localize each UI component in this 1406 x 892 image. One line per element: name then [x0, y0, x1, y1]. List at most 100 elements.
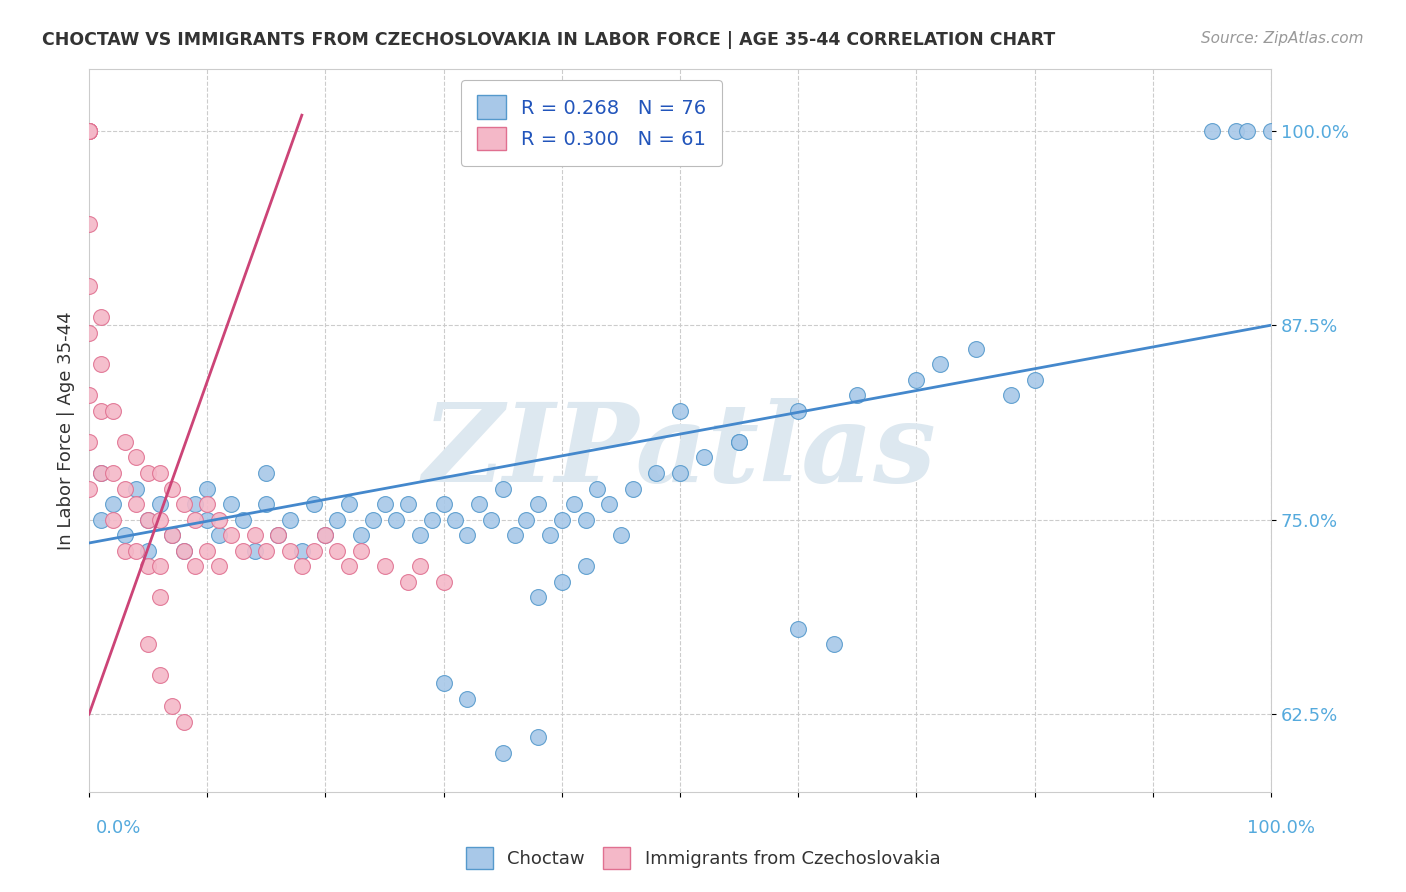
Point	[350, 528, 373, 542]
Point	[195, 543, 218, 558]
Point	[503, 528, 526, 542]
Point	[254, 543, 277, 558]
Point	[468, 497, 491, 511]
Point	[433, 497, 456, 511]
Point	[385, 513, 408, 527]
Point	[90, 466, 112, 480]
Point	[551, 513, 574, 527]
Point	[787, 403, 810, 417]
Point	[149, 591, 172, 605]
Point	[173, 543, 195, 558]
Point	[184, 513, 207, 527]
Point	[515, 513, 537, 527]
Point	[160, 528, 183, 542]
Point	[846, 388, 869, 402]
Point	[267, 528, 290, 542]
Point	[823, 637, 845, 651]
Point	[136, 466, 159, 480]
Point	[787, 622, 810, 636]
Point	[396, 574, 419, 589]
Point	[77, 124, 100, 138]
Point	[302, 543, 325, 558]
Point	[149, 466, 172, 480]
Point	[77, 124, 100, 138]
Point	[136, 543, 159, 558]
Y-axis label: In Labor Force | Age 35-44: In Labor Force | Age 35-44	[58, 311, 75, 549]
Point	[254, 497, 277, 511]
Point	[267, 528, 290, 542]
Point	[77, 326, 100, 340]
Point	[350, 543, 373, 558]
Point	[77, 124, 100, 138]
Point	[456, 528, 478, 542]
Point	[136, 513, 159, 527]
Point	[114, 482, 136, 496]
Point	[208, 513, 231, 527]
Point	[527, 497, 550, 511]
Point	[456, 691, 478, 706]
Point	[232, 513, 254, 527]
Point	[77, 279, 100, 293]
Point	[1225, 124, 1247, 138]
Point	[586, 482, 609, 496]
Point	[492, 746, 515, 760]
Point	[621, 482, 644, 496]
Point	[90, 357, 112, 371]
Text: 0.0%: 0.0%	[96, 819, 141, 837]
Point	[337, 497, 360, 511]
Point	[173, 714, 195, 729]
Point	[905, 373, 928, 387]
Point	[114, 434, 136, 449]
Point	[125, 482, 148, 496]
Point	[433, 676, 456, 690]
Point	[728, 434, 751, 449]
Point	[1201, 124, 1223, 138]
Point	[101, 497, 124, 511]
Point	[562, 497, 585, 511]
Point	[101, 403, 124, 417]
Point	[195, 482, 218, 496]
Point	[195, 513, 218, 527]
Point	[645, 466, 668, 480]
Point	[243, 528, 266, 542]
Point	[1236, 124, 1258, 138]
Point	[125, 450, 148, 465]
Point	[243, 543, 266, 558]
Point	[929, 357, 952, 371]
Point	[291, 559, 314, 574]
Point	[728, 434, 751, 449]
Point	[173, 497, 195, 511]
Point	[337, 559, 360, 574]
Point	[409, 528, 432, 542]
Point	[409, 559, 432, 574]
Point	[574, 559, 596, 574]
Point	[314, 528, 336, 542]
Point	[669, 403, 692, 417]
Point	[125, 543, 148, 558]
Point	[219, 528, 242, 542]
Point	[149, 559, 172, 574]
Point	[90, 513, 112, 527]
Point	[965, 342, 987, 356]
Point	[77, 434, 100, 449]
Point	[136, 559, 159, 574]
Point	[444, 513, 467, 527]
Point	[420, 513, 443, 527]
Point	[160, 528, 183, 542]
Point	[195, 497, 218, 511]
Point	[598, 497, 620, 511]
Point	[136, 513, 159, 527]
Point	[77, 124, 100, 138]
Point	[278, 543, 301, 558]
Point	[527, 591, 550, 605]
Text: ZIPatlas: ZIPatlas	[423, 398, 936, 506]
Point	[232, 543, 254, 558]
Point	[302, 497, 325, 511]
Point	[1260, 124, 1282, 138]
Point	[77, 217, 100, 231]
Text: Source: ZipAtlas.com: Source: ZipAtlas.com	[1201, 31, 1364, 46]
Point	[610, 528, 633, 542]
Point	[101, 466, 124, 480]
Point	[160, 482, 183, 496]
Point	[114, 543, 136, 558]
